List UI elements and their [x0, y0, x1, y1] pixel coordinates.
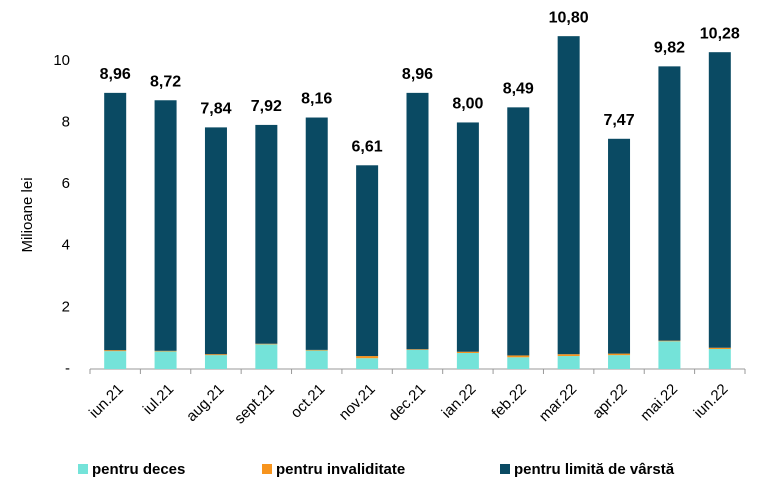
x-tick-label: dec.21 — [385, 381, 429, 425]
bar-segment — [255, 124, 278, 344]
legend-swatch — [500, 464, 510, 474]
bar-segment — [406, 349, 429, 369]
total-label: 10,28 — [700, 25, 740, 42]
bar-segment — [104, 350, 127, 352]
total-label: 9,82 — [654, 40, 685, 57]
bar-segment — [356, 358, 379, 369]
legend-swatch — [78, 464, 88, 474]
x-tick-label: aug.21 — [183, 381, 227, 425]
y-tick-label: 2 — [62, 298, 70, 315]
legend-label: pentru limită de vârstă — [514, 461, 675, 478]
x-tick-label: mar.22 — [536, 381, 580, 425]
bar-segment — [305, 349, 328, 351]
bar-segment — [658, 340, 681, 342]
bar-segment — [255, 344, 278, 369]
bar-segment — [154, 351, 177, 369]
x-tick-label: apr.22 — [589, 381, 631, 423]
y-tick-label: 8 — [62, 113, 70, 130]
x-tick-label: oct.21 — [287, 381, 328, 422]
bar-segment — [507, 107, 530, 356]
total-label: 8,96 — [100, 66, 131, 83]
x-tick-label: iul.21 — [140, 381, 177, 418]
total-label: 7,47 — [603, 112, 634, 129]
legend-label: pentru invaliditate — [276, 461, 405, 478]
bar-segment — [406, 92, 429, 350]
bar-segment — [456, 352, 479, 369]
total-label: 8,72 — [150, 73, 181, 90]
bar-segment — [204, 354, 227, 356]
total-label: 8,96 — [402, 66, 433, 83]
bar-segment — [708, 347, 731, 349]
bar-segment — [305, 117, 328, 350]
bar-segment — [658, 341, 681, 369]
x-tick-label: iun.21 — [86, 381, 127, 422]
bar-segment — [507, 357, 530, 369]
bar-segment — [154, 100, 177, 351]
y-tick-label: 6 — [62, 175, 70, 192]
y-tick-label: - — [65, 360, 70, 377]
total-label: 6,61 — [352, 139, 383, 156]
bar-segment — [507, 355, 530, 358]
bar-segment — [608, 353, 631, 356]
total-label: 10,80 — [549, 9, 589, 26]
x-tick-label: mai.22 — [637, 381, 681, 425]
total-label: 7,84 — [200, 101, 231, 118]
bar-segment — [456, 351, 479, 353]
bar-segment — [154, 350, 177, 352]
y-tick-label: 10 — [53, 52, 70, 69]
total-label: 8,16 — [301, 91, 332, 108]
bar-segment — [557, 36, 580, 355]
x-tick-label: ian.22 — [439, 381, 480, 422]
bar-segment — [104, 351, 127, 369]
x-tick-label: sept.21 — [231, 381, 278, 428]
bar-segment — [255, 343, 278, 345]
bar-segment — [608, 355, 631, 369]
x-tick-label: nov.21 — [336, 381, 379, 424]
bar-segment — [104, 92, 127, 351]
total-label: 8,49 — [503, 81, 534, 98]
bar-segment — [557, 356, 580, 369]
x-tick-label: feb.22 — [488, 381, 530, 423]
bar-segment — [356, 165, 379, 357]
bar-segment — [204, 127, 227, 355]
bar-segment — [608, 138, 631, 354]
bar-segment — [356, 356, 379, 359]
bar-segment — [406, 349, 429, 350]
bar-segment — [708, 52, 731, 348]
total-label: 8,00 — [452, 96, 483, 113]
y-axis-label: Milioane lei — [19, 177, 36, 252]
total-label: 7,92 — [251, 98, 282, 115]
bar-segment — [658, 66, 681, 341]
y-tick-label: 4 — [62, 237, 70, 254]
bar-segment — [305, 350, 328, 369]
bar-segment — [557, 354, 580, 357]
bar-segment — [708, 348, 731, 369]
bar-segment — [204, 355, 227, 369]
legend-label: pentru deces — [92, 461, 185, 478]
bar-segment — [456, 122, 479, 352]
x-tick-label: iun.22 — [691, 381, 732, 422]
legend-swatch — [262, 464, 272, 474]
